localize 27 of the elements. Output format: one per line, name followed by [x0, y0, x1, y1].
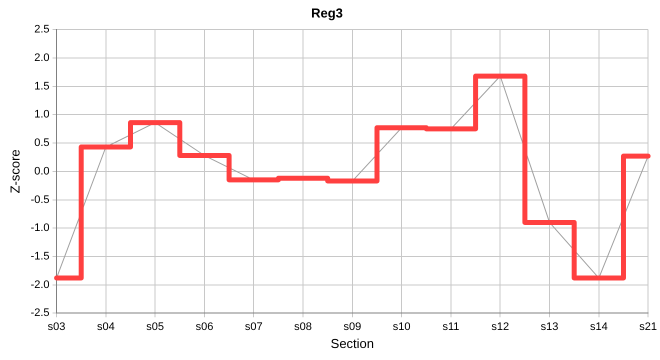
y-tick-label: -0.5	[30, 194, 50, 206]
y-axis-title: Z-score	[7, 149, 22, 194]
x-tick-label: s03	[48, 320, 66, 333]
x-tick-label: s13	[540, 320, 558, 333]
x-tick-label: s21	[639, 320, 658, 333]
x-tick-label: s11	[442, 320, 460, 333]
x-tick-label: s06	[196, 320, 214, 333]
y-tick-label: 1.0	[34, 108, 50, 121]
y-tick-label: 1.5	[34, 80, 50, 92]
x-tick-label: s09	[343, 320, 362, 333]
y-tick-label: -2.5	[30, 307, 50, 320]
x-tick-label: s07	[244, 320, 263, 333]
x-axis-title: Section	[330, 336, 374, 351]
y-tick-label: -1.0	[30, 222, 50, 234]
x-tick-label: s10	[392, 320, 411, 333]
y-tick-label: 0.0	[34, 165, 50, 178]
x-tick-label: s14	[590, 320, 608, 333]
x-tick-label: s04	[96, 320, 115, 333]
y-tick-label: 2.5	[34, 24, 50, 36]
x-tick-label: s08	[294, 320, 312, 333]
y-tick-label: -2.0	[30, 278, 50, 291]
y-tick-label: 2.0	[34, 52, 50, 64]
y-tick-label: 0.5	[34, 137, 50, 150]
y-tick-label: -1.5	[30, 250, 50, 263]
x-tick-label: s05	[146, 320, 164, 333]
chart-title: Reg3	[311, 5, 343, 20]
x-tick-label: s12	[491, 320, 510, 333]
